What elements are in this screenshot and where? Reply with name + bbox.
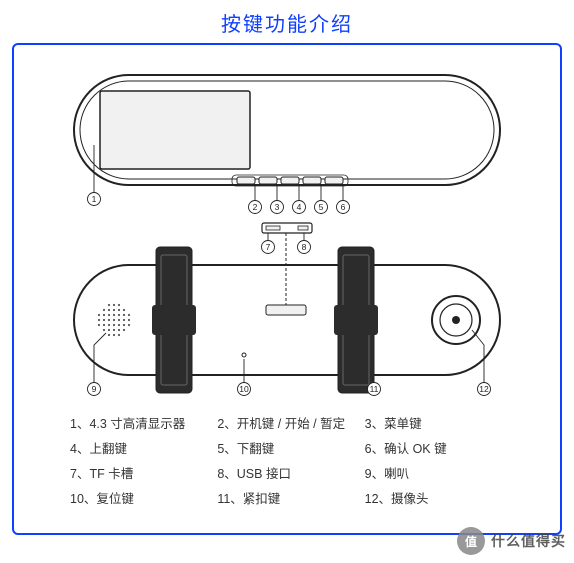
svg-text:4: 4 <box>297 202 302 212</box>
watermark-badge-icon: 值 <box>457 527 485 555</box>
svg-text:11: 11 <box>370 384 379 394</box>
legend-item: 12、摄像头 <box>365 488 504 507</box>
svg-text:10: 10 <box>239 384 249 394</box>
page-title: 按键功能介绍 <box>0 0 574 43</box>
svg-text:1: 1 <box>92 194 97 204</box>
svg-text:8: 8 <box>302 242 307 252</box>
svg-text:3: 3 <box>275 202 280 212</box>
svg-text:12: 12 <box>479 384 489 394</box>
watermark: 值 什么值得买 <box>457 527 566 555</box>
device-diagram: 123456789101112 <box>14 45 560 415</box>
legend-item: 1、4.3 寸高清显示器 <box>70 413 209 432</box>
legend-item: 4、上翻键 <box>70 438 209 457</box>
legend-grid: 1、4.3 寸高清显示器 2、开机键 / 开始 / 暂定 3、菜单键 4、上翻键 5、下… <box>14 413 560 507</box>
legend-item: 10、复位键 <box>70 488 209 507</box>
legend-item: 6、确认 OK 键 <box>365 438 504 457</box>
svg-text:2: 2 <box>253 202 258 212</box>
diagram-frame: 123456789101112 1、4.3 寸高清显示器2、开机键 / 开始 /… <box>12 43 562 535</box>
legend-item: 5、下翻键 <box>217 438 356 457</box>
legend-item: 3、菜单键 <box>365 413 504 432</box>
watermark-text: 什么值得买 <box>491 531 566 551</box>
svg-text:9: 9 <box>92 384 97 394</box>
legend-item: 7、TF 卡槽 <box>70 463 209 482</box>
svg-text:7: 7 <box>266 242 271 252</box>
legend-item: 9、喇叭 <box>365 463 504 482</box>
svg-text:6: 6 <box>341 202 346 212</box>
legend-item: 8、USB 接口 <box>217 463 356 482</box>
svg-text:5: 5 <box>319 202 324 212</box>
legend-item: 11、紧扣键 <box>217 488 356 507</box>
legend-item: 2、开机键 / 开始 / 暂定 <box>217 413 356 432</box>
